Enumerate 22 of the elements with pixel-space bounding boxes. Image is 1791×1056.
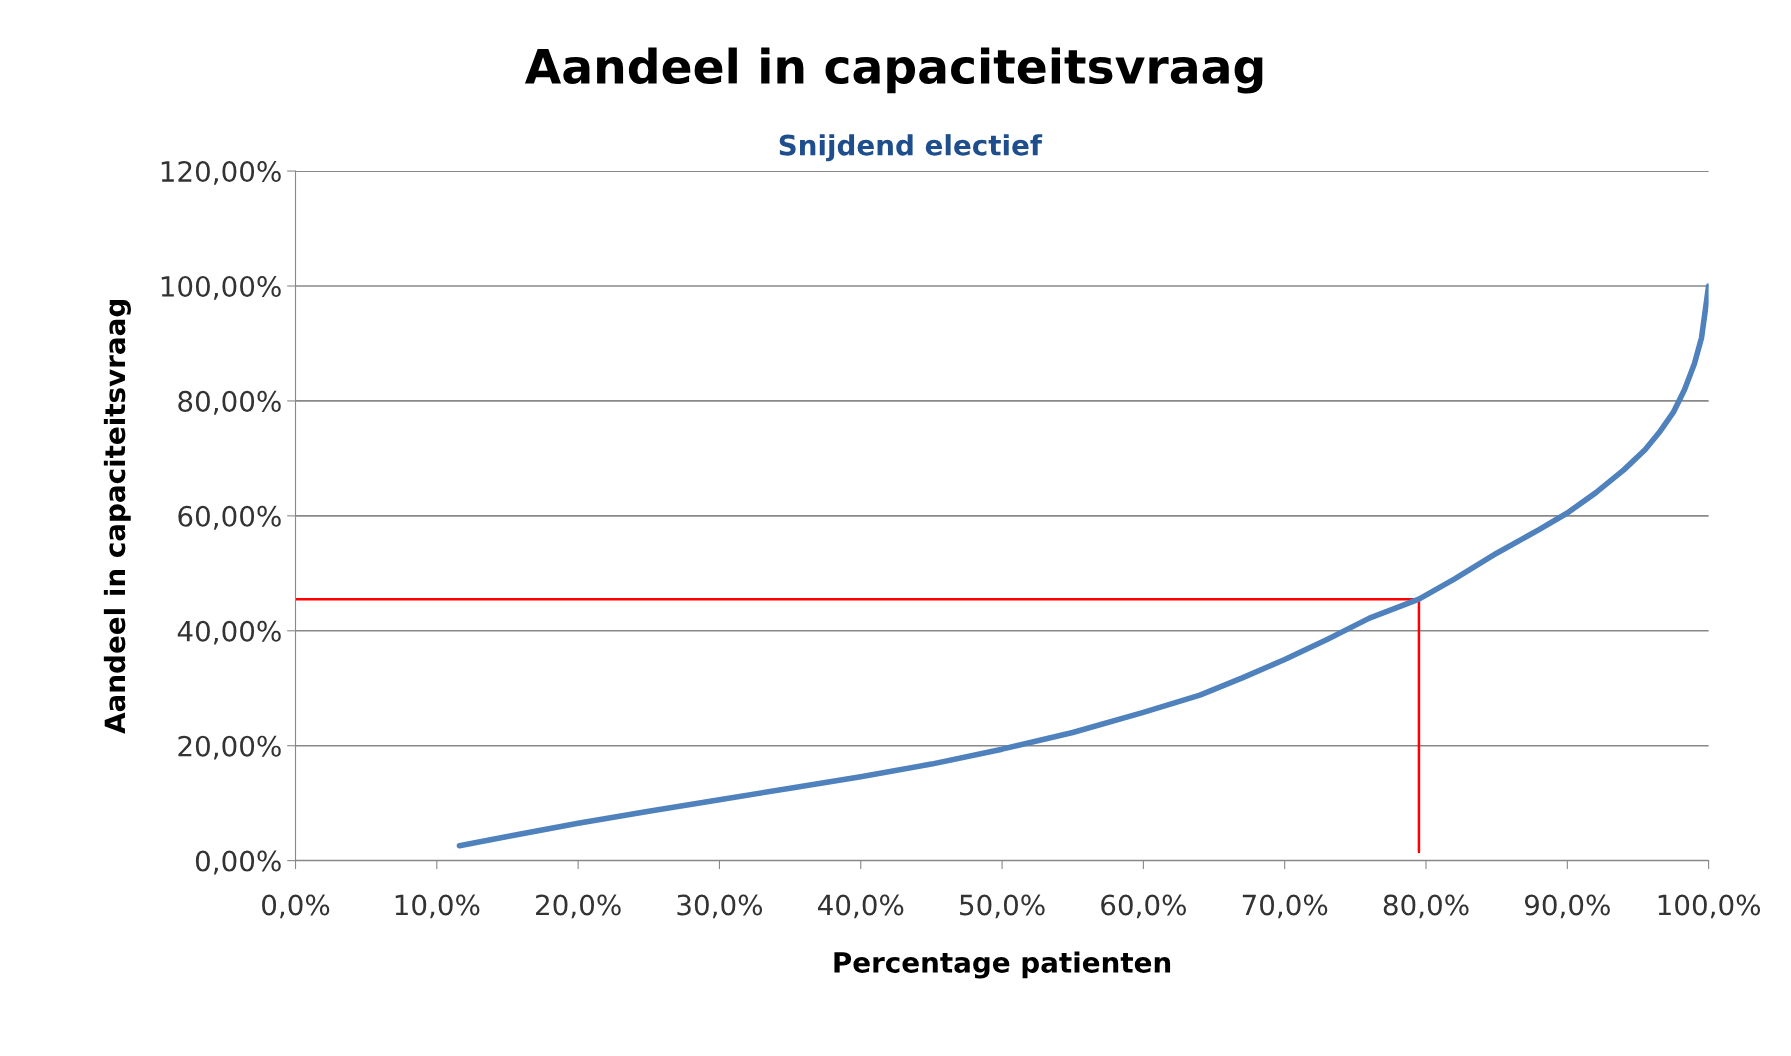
x-tick-label: 100,0% <box>1658 894 1761 919</box>
y-tick-label: 60,00% <box>178 505 281 530</box>
y-axis-title: Aandeel in capaciteitsvraag <box>103 300 131 734</box>
x-tick-label: 80,0% <box>1383 894 1469 919</box>
y-tick-label: 100,00% <box>161 275 281 300</box>
y-tick-label: 0,00% <box>195 850 281 875</box>
y-tick-label: 40,00% <box>177 620 281 645</box>
x-tick-label: 20,0% <box>536 894 621 919</box>
x-tick-label: 0,0% <box>262 894 330 919</box>
x-tick-label: 60,0% <box>1101 894 1186 919</box>
y-tick-label: 120,00% <box>161 161 281 185</box>
chart-subtitle: Snijdend electief <box>779 134 1043 162</box>
chart-title: Aandeel in capaciteitsvraag <box>524 47 1263 94</box>
y-tick-label: 20,00% <box>178 735 281 760</box>
y-tick-label: 80,00% <box>178 390 281 415</box>
x-tick-label: 70,0% <box>1242 894 1328 919</box>
x-tick-label: 50,0% <box>960 894 1045 919</box>
x-axis-title: Percentage patienten <box>834 951 1171 979</box>
x-tick-label: 40,0% <box>817 894 904 919</box>
x-tick-label: 30,0% <box>677 894 763 919</box>
x-tick-label: 10,0% <box>395 894 480 919</box>
x-tick-label: 90,0% <box>1524 894 1610 919</box>
